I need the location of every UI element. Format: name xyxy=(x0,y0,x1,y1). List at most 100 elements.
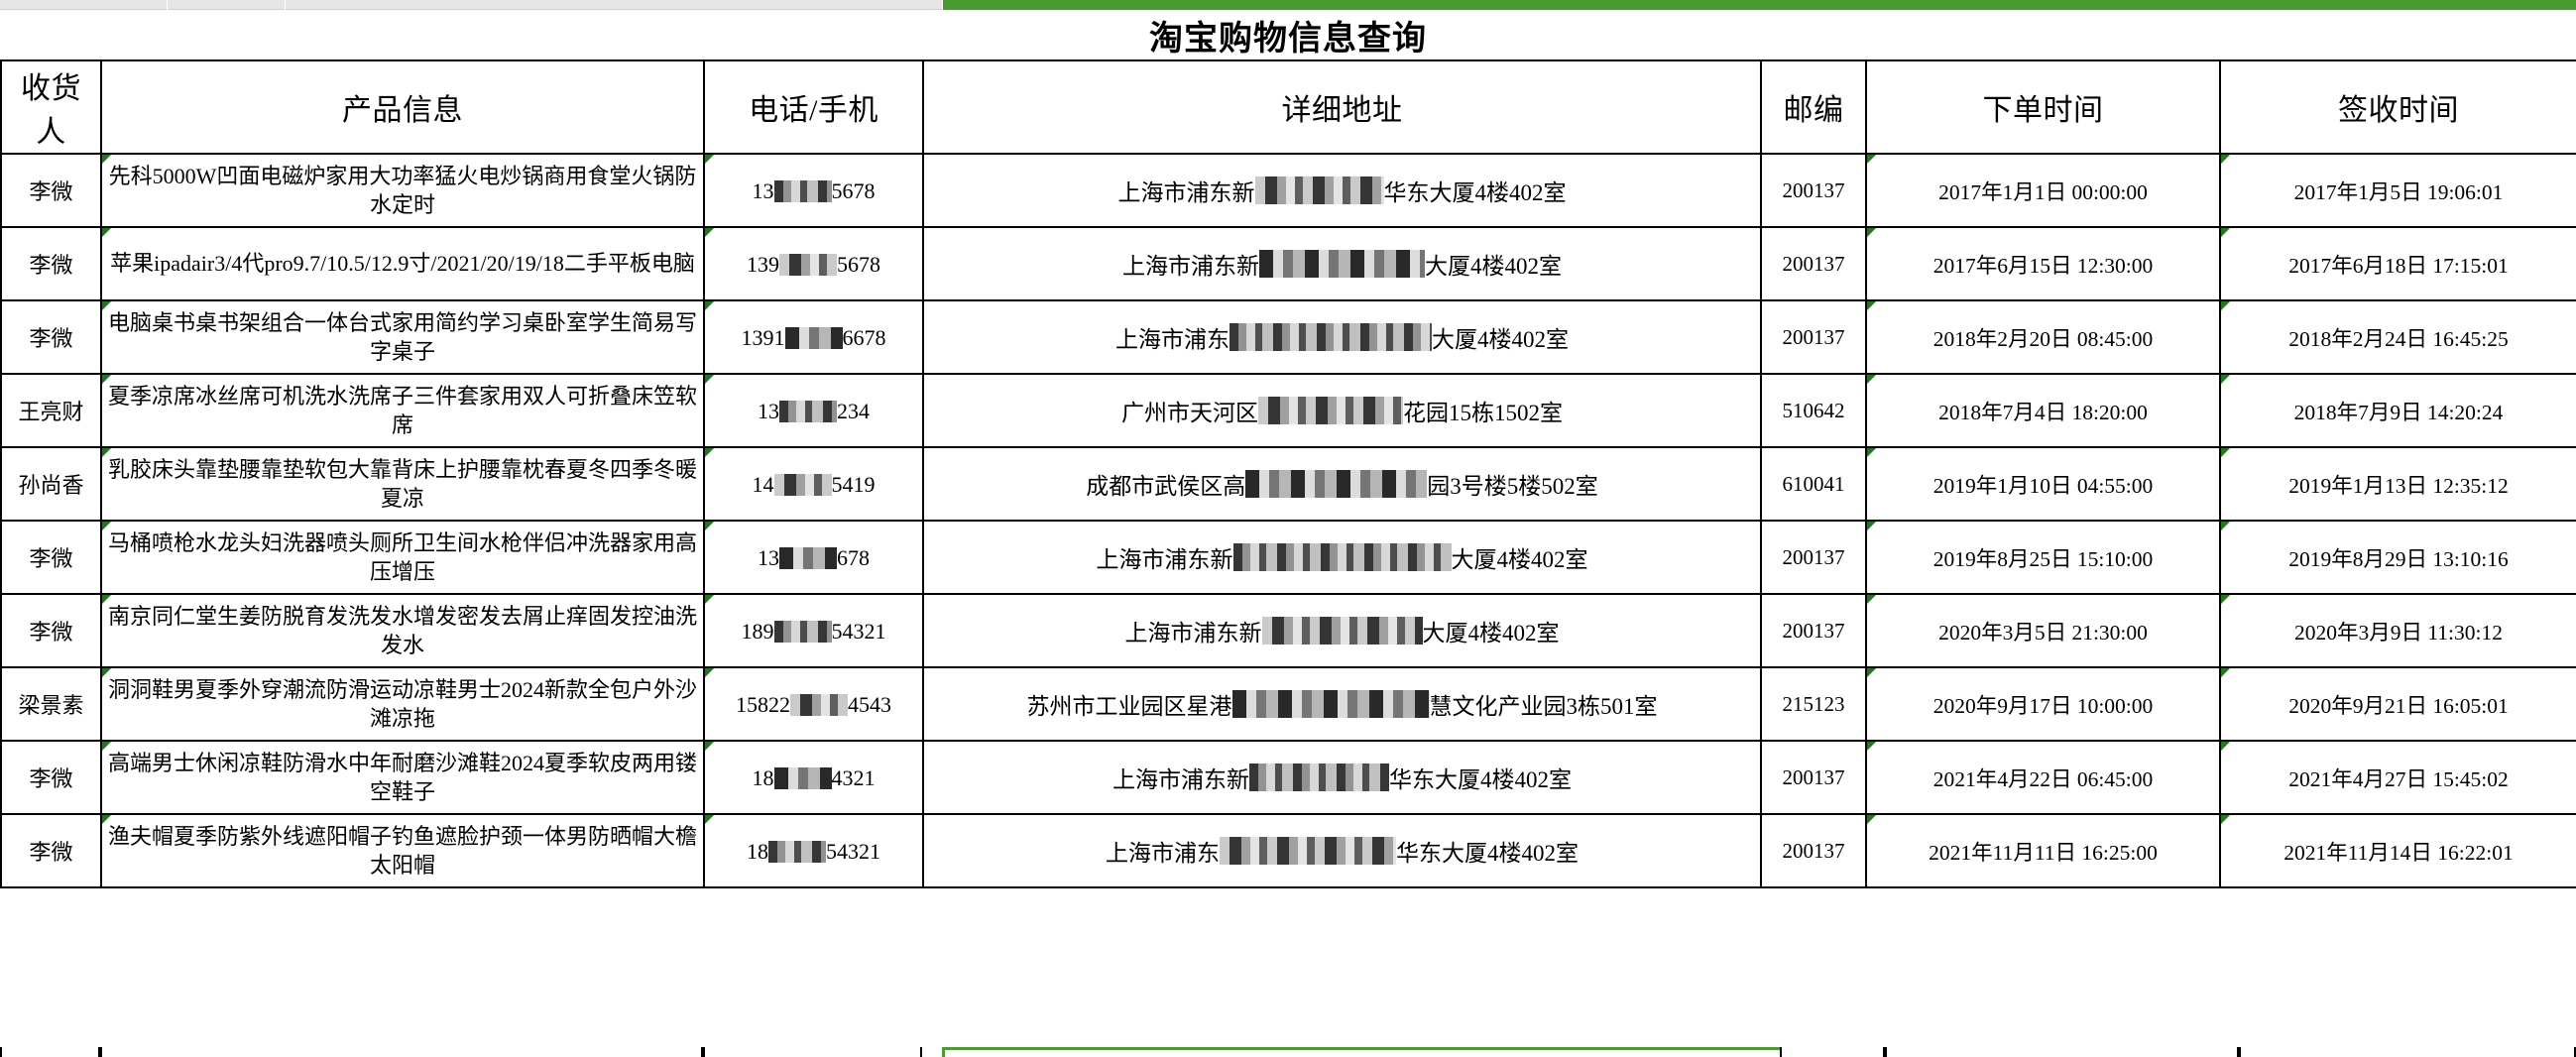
cell-recipient[interactable]: 李微 xyxy=(0,299,102,375)
comment-marker-icon xyxy=(2222,523,2230,530)
comment-marker-icon xyxy=(103,743,111,751)
cell-recipient[interactable]: 梁景素 xyxy=(0,666,102,742)
cell-order-time[interactable]: 2017年1月1日 00:00:00 xyxy=(1865,153,2221,228)
cell-address[interactable]: 上海市浦东新 大厦4楼402室 xyxy=(922,520,1762,595)
cell-product[interactable]: 南京同仁堂生姜防脱育发洗发水增发密发去屑止痒固发控油洗发水 xyxy=(100,593,705,668)
cell-recipient[interactable]: 李微 xyxy=(0,153,102,228)
cell-address[interactable]: 上海市浦东新 华东大厦4楼402室 xyxy=(922,740,1762,815)
cell-product[interactable]: 夏季凉席冰丝席可机洗水洗席子三件套家用双人可折叠床笠软席 xyxy=(100,373,705,448)
cell-address[interactable]: 上海市浦东 华东大厦4楼402室 xyxy=(922,813,1762,888)
address-redaction xyxy=(1249,763,1389,791)
cell-sign-time[interactable]: 2017年6月18日 17:15:01 xyxy=(2219,226,2576,301)
cell-phone[interactable]: 13 234 xyxy=(703,373,924,448)
cell-order-time[interactable]: 2021年4月22日 06:45:00 xyxy=(1865,740,2221,815)
cell-phone[interactable]: 13 678 xyxy=(703,520,924,595)
address-prefix: 上海市浦东 xyxy=(1115,327,1229,352)
cell-product[interactable]: 洞洞鞋男夏季外穿潮流防滑运动凉鞋男士2024新款全包户外沙滩凉拖 xyxy=(100,666,705,742)
cell-address[interactable]: 上海市浦东新 华东大厦4楼402室 xyxy=(922,153,1762,228)
cell-order-time[interactable]: 2020年9月17日 10:00:00 xyxy=(1865,666,2221,742)
address-prefix: 上海市浦东新 xyxy=(1112,767,1249,792)
cell-address[interactable]: 苏州市工业园区星港 慧文化产业园3栋501室 xyxy=(922,666,1762,742)
column-header-recipient[interactable]: 收货人 xyxy=(0,59,102,155)
clipped-bottom-row xyxy=(0,1047,2576,1057)
cell-zip[interactable]: 215123 xyxy=(1760,666,1867,742)
cell-recipient[interactable]: 孙尚香 xyxy=(0,446,102,522)
cell-sign-time[interactable]: 2020年3月9日 11:30:12 xyxy=(2219,593,2576,668)
phone-prefix: 15822 xyxy=(736,691,790,717)
cell-recipient[interactable]: 王亮财 xyxy=(0,373,102,448)
column-header-address[interactable]: 详细地址 xyxy=(922,59,1762,155)
address-prefix: 上海市浦东新 xyxy=(1117,180,1255,205)
cell-zip[interactable]: 200137 xyxy=(1760,740,1867,815)
cell-phone[interactable]: 139 5678 xyxy=(703,226,924,301)
cell-zip[interactable]: 200137 xyxy=(1760,593,1867,668)
cell-phone[interactable]: 14 5419 xyxy=(703,446,924,522)
comment-marker-icon xyxy=(1868,743,1876,751)
cell-zip[interactable]: 200137 xyxy=(1760,226,1867,301)
cell-sign-time[interactable]: 2020年9月21日 16:05:01 xyxy=(2219,666,2576,742)
toolbar-strip xyxy=(0,0,2576,11)
column-header-order-time[interactable]: 下单时间 xyxy=(1865,59,2221,155)
cell-sign-time[interactable]: 2017年1月5日 19:06:01 xyxy=(2219,153,2576,228)
cell-zip[interactable]: 200137 xyxy=(1760,813,1867,888)
cell-phone[interactable]: 15822 4543 xyxy=(703,666,924,742)
column-header-sign-time[interactable]: 签收时间 xyxy=(2219,59,2576,155)
phone-value: 189 54321 xyxy=(742,619,886,645)
phone-suffix: 678 xyxy=(837,544,870,570)
cell-phone[interactable]: 18 4321 xyxy=(703,740,924,815)
cell-order-time[interactable]: 2019年1月10日 04:55:00 xyxy=(1865,446,2221,522)
address-prefix: 上海市浦东新 xyxy=(1122,254,1259,279)
cell-zip[interactable]: 200137 xyxy=(1760,153,1867,228)
cell-zip[interactable]: 510642 xyxy=(1760,373,1867,448)
cell-phone[interactable]: 189 54321 xyxy=(703,593,924,668)
cell-order-time[interactable]: 2017年6月15日 12:30:00 xyxy=(1865,226,2221,301)
column-header-product[interactable]: 产品信息 xyxy=(100,59,705,155)
cell-order-time[interactable]: 2018年2月20日 08:45:00 xyxy=(1865,299,2221,375)
comment-marker-icon xyxy=(2222,156,2230,164)
address-redaction xyxy=(1258,397,1403,424)
cell-phone[interactable]: 1391 6678 xyxy=(703,299,924,375)
cell-address[interactable]: 广州市天河区 花园15栋1502室 xyxy=(922,373,1762,448)
table-row: 王亮财 夏季凉席冰丝席可机洗水洗席子三件套家用双人可折叠床笠软席 13 234 广州市天… xyxy=(0,373,2576,448)
cell-address[interactable]: 成都市武侯区高 园3号楼5楼502室 xyxy=(922,446,1762,522)
cell-product[interactable]: 乳胶床头靠垫腰靠垫软包大靠背床上护腰靠枕春夏冬四季冬暖夏凉 xyxy=(100,446,705,522)
cell-order-time[interactable]: 2020年3月5日 21:30:00 xyxy=(1865,593,2221,668)
cell-recipient[interactable]: 李微 xyxy=(0,226,102,301)
cell-product[interactable]: 电脑桌书桌书架组合一体台式家用简约学习桌卧室学生简易写字桌子 xyxy=(100,299,705,375)
cell-order-time[interactable]: 2018年7月4日 18:20:00 xyxy=(1865,373,2221,448)
table-row: 李微 先科5000W凹面电磁炉家用大功率猛火电炒锅商用食堂火锅防水定时 13 5678… xyxy=(0,153,2576,228)
cell-recipient[interactable]: 李微 xyxy=(0,593,102,668)
cell-zip[interactable]: 610041 xyxy=(1760,446,1867,522)
phone-redaction xyxy=(773,766,832,789)
cell-address[interactable]: 上海市浦东 大厦4楼402室 xyxy=(922,299,1762,375)
address-suffix: 大厦4楼402室 xyxy=(1422,621,1560,646)
cell-phone[interactable]: 13 5678 xyxy=(703,153,924,228)
cell-product[interactable]: 高端男士休闲凉鞋防滑水中年耐磨沙滩鞋2024夏季软皮两用镂空鞋子 xyxy=(100,740,705,815)
cell-phone[interactable]: 18 54321 xyxy=(703,813,924,888)
cell-product[interactable]: 马桶喷枪水龙头妇洗器喷头厕所卫生间水枪伴侣冲洗器家用高压增压 xyxy=(100,520,705,595)
cell-sign-time[interactable]: 2019年8月29日 13:10:16 xyxy=(2219,520,2576,595)
column-header-zip[interactable]: 邮编 xyxy=(1760,59,1867,155)
cell-product[interactable]: 渔夫帽夏季防紫外线遮阳帽子钓鱼遮脸护颈一体男防晒帽大檐太阳帽 xyxy=(100,813,705,888)
cell-zip[interactable]: 200137 xyxy=(1760,299,1867,375)
cell-address[interactable]: 上海市浦东新 大厦4楼402室 xyxy=(922,593,1762,668)
address-suffix: 花园15栋1502室 xyxy=(1403,401,1563,425)
cell-product[interactable]: 先科5000W凹面电磁炉家用大功率猛火电炒锅商用食堂火锅防水定时 xyxy=(100,153,705,228)
cell-sign-time[interactable]: 2019年1月13日 12:35:12 xyxy=(2219,446,2576,522)
address-suffix: 大厦4楼402室 xyxy=(1432,327,1569,352)
column-header-phone[interactable]: 电话/手机 xyxy=(703,59,924,155)
cell-order-time[interactable]: 2019年8月25日 15:10:00 xyxy=(1865,520,2221,595)
cell-recipient[interactable]: 李微 xyxy=(0,813,102,888)
cell-recipient[interactable]: 李微 xyxy=(0,520,102,595)
cell-sign-time[interactable]: 2018年2月24日 16:45:25 xyxy=(2219,299,2576,375)
cell-product[interactable]: 苹果ipadair3/4代pro9.7/10.5/12.9寸/2021/20/1… xyxy=(100,226,705,301)
cell-sign-time[interactable]: 2021年11月14日 16:22:01 xyxy=(2219,813,2576,888)
phone-prefix: 18 xyxy=(747,838,768,864)
cell-sign-time[interactable]: 2021年4月27日 15:45:02 xyxy=(2219,740,2576,815)
cell-zip[interactable]: 200137 xyxy=(1760,520,1867,595)
cell-address[interactable]: 上海市浦东新 大厦4楼402室 xyxy=(922,226,1762,301)
purchase-info-table: 收货人 产品信息 电话/手机 详细地址 邮编 下单时间 签收时间 李微 先科500… xyxy=(0,59,2576,888)
cell-order-time[interactable]: 2021年11月11日 16:25:00 xyxy=(1865,813,2221,888)
cell-recipient[interactable]: 李微 xyxy=(0,740,102,815)
cell-sign-time[interactable]: 2018年7月9日 14:20:24 xyxy=(2219,373,2576,448)
